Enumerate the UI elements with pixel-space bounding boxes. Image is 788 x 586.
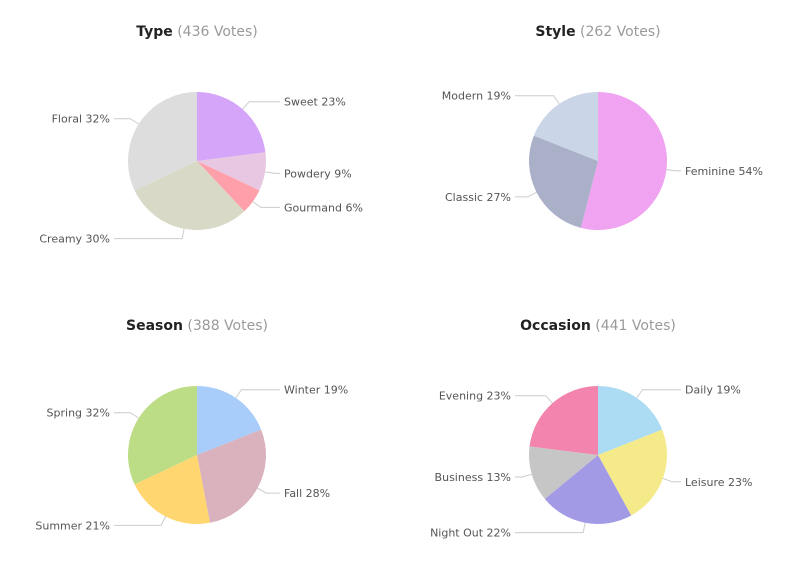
slice-label-sweet: Sweet 23%	[284, 96, 346, 109]
style-pie-chart: Feminine 54% Modern 19% Classic 27%	[442, 90, 763, 230]
slice-label-feminine: Feminine 54%	[685, 165, 763, 178]
slice-label-spring: Spring 32%	[47, 407, 110, 420]
pie-slice-modern	[533, 92, 598, 161]
chart-votes-count: (388 Votes)	[187, 318, 268, 334]
leader-line-leisure	[662, 477, 681, 483]
pie-slice-leisure	[598, 429, 667, 516]
slice-label-summer: Summer 21%	[35, 519, 110, 532]
leader-line-feminine	[666, 169, 681, 172]
slice-label-winter: Winter 19%	[284, 384, 348, 397]
pie-slice-summer	[134, 455, 210, 525]
chart-votes-count: (441 Votes)	[595, 318, 676, 334]
leader-line-evening	[515, 395, 553, 404]
leader-line-powdery	[265, 171, 280, 174]
occasion-chart-panel: Occasion (441 Votes) Daily 19% Leisure 23…	[401, 294, 788, 586]
slice-label-business: Business 13%	[435, 471, 511, 484]
pie-slice-creamy	[134, 161, 245, 230]
pie-slice-evening	[529, 386, 598, 455]
style-chart-panel: Style (262 Votes) Feminine 54% Modern 19%…	[401, 0, 788, 292]
chart-title: Season (388 Votes)	[0, 318, 394, 334]
leader-line-classic	[515, 191, 537, 198]
slice-label-daily: Daily 19%	[685, 384, 741, 397]
chart-title: Occasion (441 Votes)	[401, 318, 788, 334]
chart-title-name: Type	[136, 24, 173, 40]
slice-label-fall: Fall 28%	[284, 487, 330, 500]
chart-title: Type (436 Votes)	[0, 24, 394, 40]
pie-slice-fall	[197, 429, 266, 523]
slice-label-leisure: Leisure 23%	[685, 476, 752, 489]
pie-slice-spring	[128, 386, 197, 485]
leader-line-floral	[114, 118, 139, 125]
leader-line-winter	[235, 389, 280, 399]
pie-slice-floral	[128, 92, 197, 191]
leader-line-sweet	[242, 101, 280, 110]
slice-label-powdery: Powdery 9%	[284, 167, 352, 180]
pie-slice-feminine	[580, 92, 668, 230]
season-pie-chart: Winter 19% Fall 28% Spring 32% Summer 21%	[35, 384, 348, 533]
pie-slice-classic	[529, 135, 598, 228]
slice-label-floral: Floral 32%	[52, 113, 110, 126]
leader-line-spring	[114, 412, 139, 419]
leader-line-creamy	[114, 228, 185, 240]
slice-label-modern: Modern 19%	[442, 90, 511, 103]
leader-line-business	[515, 473, 532, 478]
chart-title-name: Style	[535, 24, 576, 40]
pie-slice-winter	[197, 386, 262, 455]
season-chart-panel: Season (388 Votes) Winter 19% Fall 28% Spr…	[0, 294, 394, 586]
leader-line-modern	[515, 95, 560, 105]
chart-title-name: Season	[126, 318, 183, 334]
pie-slice-sweet	[197, 92, 266, 161]
pie-slice-night-out	[544, 455, 632, 525]
slice-label-evening: Evening 23%	[439, 390, 511, 403]
chart-votes-count: (436 Votes)	[177, 24, 258, 40]
chart-title: Style (262 Votes)	[401, 24, 788, 40]
pie-slice-business	[528, 446, 598, 499]
occasion-pie-chart: Daily 19% Leisure 23% Evening 23% Business …	[430, 384, 752, 540]
leader-line-summer	[114, 516, 167, 526]
leader-line-night-out	[515, 522, 586, 534]
type-chart-panel: Type (436 Votes) Sweet 23% Powdery 9% Gour…	[0, 0, 394, 292]
chart-votes-count: (262 Votes)	[580, 24, 661, 40]
slice-label-creamy: Creamy 30%	[39, 233, 110, 246]
pie-slice-daily	[598, 386, 663, 455]
slice-label-night-out: Night Out 22%	[430, 527, 511, 540]
leader-line-gourmand	[252, 201, 280, 208]
pie-slice-gourmand	[197, 161, 260, 212]
type-pie-chart: Sweet 23% Powdery 9% Gourmand 6% Floral 32%…	[39, 92, 363, 246]
slice-label-gourmand: Gourmand 6%	[284, 201, 363, 214]
slice-label-classic: Classic 27%	[445, 191, 511, 204]
chart-title-name: Occasion	[520, 318, 591, 334]
pie-slice-powdery	[197, 152, 267, 191]
leader-line-daily	[636, 389, 681, 399]
leader-line-fall	[257, 487, 280, 494]
